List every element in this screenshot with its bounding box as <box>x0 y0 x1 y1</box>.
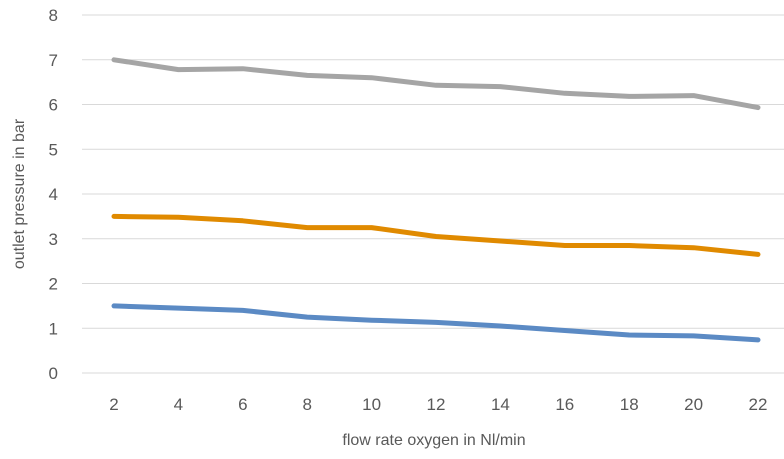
x-tick-label: 2 <box>109 395 118 414</box>
y-tick-label: 3 <box>49 230 58 249</box>
y-tick-label: 6 <box>49 96 58 115</box>
y-tick-label: 2 <box>49 275 58 294</box>
x-tick-label: 18 <box>620 395 639 414</box>
series-line-1 <box>111 57 761 111</box>
x-tick-label: 14 <box>491 395 510 414</box>
x-axis-ticks: 2 4 6 8 10 12 14 16 18 20 22 <box>109 395 767 414</box>
x-tick-label: 20 <box>684 395 703 414</box>
y-tick-label: 4 <box>49 185 58 204</box>
series-lines <box>111 57 761 343</box>
y-axis-title: outlet pressure in bar <box>11 118 28 269</box>
x-tick-label: 16 <box>555 395 574 414</box>
x-tick-label: 4 <box>174 395 183 414</box>
y-tick-label: 1 <box>49 319 58 338</box>
y-tick-label: 5 <box>49 140 58 159</box>
x-axis-title: flow rate oxygen in Nl/min <box>342 432 525 449</box>
x-tick-label: 6 <box>238 395 247 414</box>
y-tick-label: 7 <box>49 51 58 70</box>
x-tick-label: 22 <box>749 395 768 414</box>
series-line-3 <box>111 303 761 343</box>
series-line-2 <box>111 213 761 257</box>
y-tick-label: 8 <box>49 6 58 25</box>
x-tick-label: 12 <box>427 395 446 414</box>
y-axis-ticks: 0 1 2 3 4 5 6 7 8 <box>49 6 58 383</box>
x-tick-label: 8 <box>302 395 311 414</box>
x-tick-label: 10 <box>362 395 381 414</box>
gridlines <box>82 14 784 374</box>
y-tick-label: 0 <box>49 364 58 383</box>
